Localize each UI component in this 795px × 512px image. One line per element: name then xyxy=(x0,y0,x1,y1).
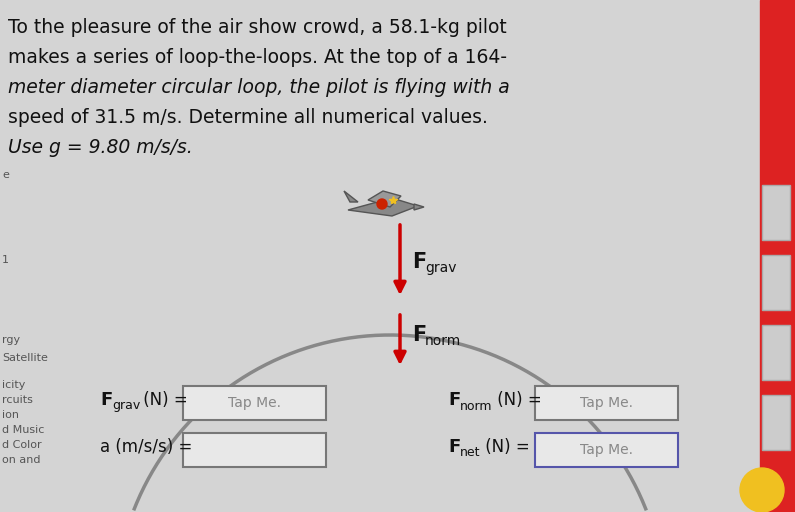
Text: d Color: d Color xyxy=(2,440,41,450)
FancyBboxPatch shape xyxy=(183,386,326,420)
FancyBboxPatch shape xyxy=(535,386,678,420)
Text: Tap Me.: Tap Me. xyxy=(580,396,633,410)
Text: $\mathbf{F}$: $\mathbf{F}$ xyxy=(448,391,461,409)
Text: 1: 1 xyxy=(2,255,9,265)
Polygon shape xyxy=(344,191,358,202)
Text: e: e xyxy=(2,170,9,180)
Text: a (m/s/s) =: a (m/s/s) = xyxy=(100,438,192,456)
Text: Use g = 9.80 m/s/s.: Use g = 9.80 m/s/s. xyxy=(8,138,192,157)
FancyBboxPatch shape xyxy=(183,433,326,467)
Text: makes a series of loop-the-loops. At the top of a 164-: makes a series of loop-the-loops. At the… xyxy=(8,48,507,67)
FancyBboxPatch shape xyxy=(762,185,790,240)
Text: grav: grav xyxy=(112,399,140,413)
FancyBboxPatch shape xyxy=(762,395,790,450)
Text: (N) =: (N) = xyxy=(138,391,188,409)
Text: ion: ion xyxy=(2,410,19,420)
Text: rcuits: rcuits xyxy=(2,395,33,405)
Text: on and: on and xyxy=(2,455,41,465)
Bar xyxy=(760,0,795,512)
Text: grav: grav xyxy=(425,261,456,275)
Text: icity: icity xyxy=(2,380,25,390)
Text: meter diameter circular loop, the pilot is flying with a: meter diameter circular loop, the pilot … xyxy=(8,78,510,97)
Text: $\mathbf{F}$: $\mathbf{F}$ xyxy=(100,391,113,409)
FancyBboxPatch shape xyxy=(535,433,678,467)
Text: Satellite: Satellite xyxy=(2,353,48,363)
Text: Tap Me.: Tap Me. xyxy=(580,443,633,457)
Polygon shape xyxy=(368,191,401,207)
Text: rgy: rgy xyxy=(2,335,20,345)
Polygon shape xyxy=(348,198,418,216)
Circle shape xyxy=(740,468,784,512)
Text: (N) =: (N) = xyxy=(480,438,529,456)
Text: norm: norm xyxy=(425,334,461,348)
Text: $\mathbf{F}$: $\mathbf{F}$ xyxy=(448,438,461,456)
Text: d Music: d Music xyxy=(2,425,45,435)
Text: $\mathbf{F}$: $\mathbf{F}$ xyxy=(412,252,426,272)
Polygon shape xyxy=(414,204,424,210)
Text: Tap Me.: Tap Me. xyxy=(227,396,281,410)
FancyBboxPatch shape xyxy=(762,255,790,310)
Text: To the pleasure of the air show crowd, a 58.1-kg pilot: To the pleasure of the air show crowd, a… xyxy=(8,18,506,37)
Text: (N) =: (N) = xyxy=(492,391,541,409)
Text: net: net xyxy=(460,446,480,459)
Text: speed of 31.5 m/s. Determine all numerical values.: speed of 31.5 m/s. Determine all numeric… xyxy=(8,108,488,127)
Text: $\mathbf{F}$: $\mathbf{F}$ xyxy=(412,325,426,345)
Text: norm: norm xyxy=(460,399,492,413)
FancyBboxPatch shape xyxy=(762,325,790,380)
Circle shape xyxy=(377,199,387,209)
